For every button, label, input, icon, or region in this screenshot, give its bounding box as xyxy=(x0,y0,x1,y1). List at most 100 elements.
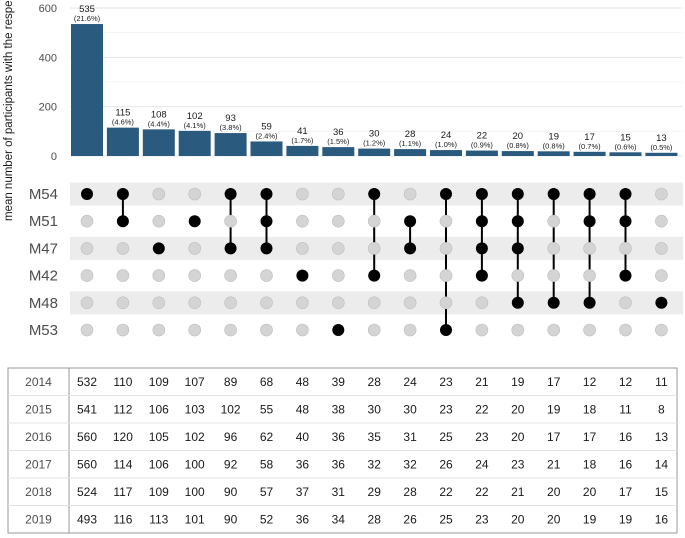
table-cell: 19 xyxy=(547,402,561,416)
matrix-dot-filled xyxy=(296,269,309,282)
matrix-dot-empty xyxy=(619,323,632,337)
matrix-dot-filled xyxy=(511,215,524,228)
matrix-dot-filled xyxy=(475,269,488,282)
table-cell: 114 xyxy=(113,457,132,471)
table-cell: 30 xyxy=(368,402,382,416)
table-cell: 36 xyxy=(332,430,346,444)
table-cell: 102 xyxy=(185,430,205,444)
table-year-label: 2019 xyxy=(25,512,52,526)
bar xyxy=(430,150,462,156)
table-cell: 23 xyxy=(511,457,525,471)
table-cell: 26 xyxy=(439,457,453,471)
table-cell: 493 xyxy=(77,512,97,526)
table-year-label: 2018 xyxy=(25,485,52,499)
table-cell: 24 xyxy=(403,375,417,389)
table-cell: 30 xyxy=(403,402,417,416)
table-cell: 23 xyxy=(475,512,489,526)
bar-value-label: 20 xyxy=(513,131,524,142)
set-label: M42 xyxy=(29,268,58,285)
matrix-dot-empty xyxy=(296,214,309,228)
table-cell: 105 xyxy=(149,430,169,444)
table-cell: 62 xyxy=(260,430,274,444)
table-cell: 102 xyxy=(221,402,241,416)
bar-value-label: 19 xyxy=(548,131,559,142)
bar xyxy=(286,145,319,156)
bar-percent-label: (0.9%) xyxy=(471,141,494,150)
matrix-dot-empty xyxy=(116,323,130,337)
matrix-dot-empty xyxy=(403,269,417,282)
bar-value-label: 13 xyxy=(656,133,667,144)
matrix-dot-empty xyxy=(331,242,345,255)
table-cell: 560 xyxy=(77,430,97,444)
yearly-table: 2014 532 110 109 107 89 68 48 39 28 24 23 21 19 17 12 12… xyxy=(7,367,678,534)
intersection-matrix xyxy=(80,187,668,337)
table-cell: 23 xyxy=(439,402,453,416)
bar-value-label: 30 xyxy=(369,129,380,140)
matrix-dot-filled xyxy=(619,269,632,282)
table-cell: 26 xyxy=(403,512,417,526)
table-cell: 20 xyxy=(547,485,561,499)
matrix-dot-filled xyxy=(224,188,237,200)
bar-value-label: 22 xyxy=(477,131,488,142)
matrix-dot-filled xyxy=(368,188,381,200)
matrix-dot-empty xyxy=(224,214,237,228)
bar-percent-label: (1.5%) xyxy=(327,137,350,146)
bar-value-label: 102 xyxy=(187,111,203,122)
table-cell: 12 xyxy=(583,375,597,389)
bar-value-label: 93 xyxy=(225,113,236,124)
bar-value-label: 59 xyxy=(261,121,272,132)
table-cell: 20 xyxy=(547,512,561,526)
bar xyxy=(609,152,642,156)
matrix-dot-filled xyxy=(475,215,488,228)
matrix-dot-empty xyxy=(152,187,166,201)
matrix-dot-filled xyxy=(116,215,129,228)
matrix-dot-empty xyxy=(367,242,381,255)
table-cell: 22 xyxy=(475,402,489,416)
bar-percent-label: (4.4%) xyxy=(148,119,171,128)
matrix-dot-empty xyxy=(296,296,309,310)
table-cell: 100 xyxy=(185,457,205,471)
table-cell: 31 xyxy=(403,430,417,444)
table-cell: 15 xyxy=(655,485,669,499)
matrix-dot-filled xyxy=(547,296,560,309)
table-cell: 28 xyxy=(403,485,417,499)
bar xyxy=(394,149,427,156)
matrix-dot-empty xyxy=(296,242,309,255)
matrix-dot-empty xyxy=(224,296,237,310)
matrix-dot-empty xyxy=(583,269,596,282)
table-cell: 25 xyxy=(439,512,453,526)
table-cell: 560 xyxy=(77,457,97,471)
set-label: M54 xyxy=(29,186,58,203)
table-cell: 113 xyxy=(149,512,168,526)
bar-percent-label: (0.7%) xyxy=(579,142,602,151)
matrix-dot-empty xyxy=(403,296,417,310)
table-cell: 19 xyxy=(619,512,633,526)
matrix-dot-empty xyxy=(224,269,237,282)
bar-percent-label: (4.6%) xyxy=(112,118,135,127)
matrix-dot-empty xyxy=(511,269,525,282)
table-cell: 14 xyxy=(655,457,669,471)
bar xyxy=(465,150,498,156)
bar-percent-label: (1.2%) xyxy=(363,139,386,148)
matrix-dot-filled xyxy=(511,296,524,309)
table-cell: 109 xyxy=(149,485,169,499)
table-year-label: 2014 xyxy=(25,375,52,389)
table-cell: 13 xyxy=(655,430,669,444)
table-cell: 106 xyxy=(149,457,169,471)
matrix-dot-filled xyxy=(475,188,488,200)
bar-percent-label: (3.8%) xyxy=(220,123,243,132)
table-cell: 100 xyxy=(185,485,205,499)
table-cell: 21 xyxy=(547,457,561,471)
matrix-dot-filled xyxy=(583,296,596,309)
table-cell: 34 xyxy=(332,512,346,526)
matrix-dot-empty xyxy=(403,323,417,337)
matrix-dot-empty xyxy=(367,214,381,228)
table-cell: 18 xyxy=(583,402,597,416)
bar-percent-label: (2.4%) xyxy=(255,131,278,140)
bar xyxy=(142,129,175,156)
table-cell: 22 xyxy=(439,485,453,499)
matrix-dot-empty xyxy=(152,214,166,228)
table-cell: 23 xyxy=(439,375,453,389)
table-cell: 21 xyxy=(511,485,525,499)
matrix-dot-empty xyxy=(260,269,273,282)
